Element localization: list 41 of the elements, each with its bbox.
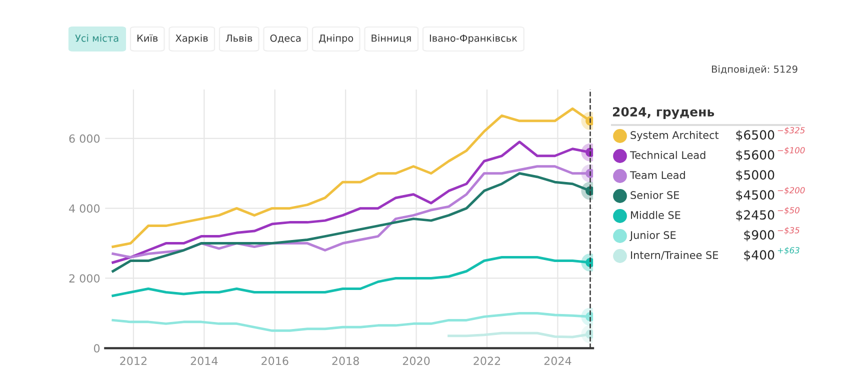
text: $2450 <box>736 210 774 222</box>
text: $5000 <box>736 170 774 182</box>
text: Київ <box>137 34 158 42</box>
x-tick-label: 2024 <box>544 356 572 366</box>
text: +$63 <box>778 246 800 255</box>
text: Вінниця <box>372 34 411 44</box>
x-tick-label: 2022 <box>474 356 500 366</box>
text: −$35 <box>778 226 800 235</box>
text: Усі міста <box>75 34 118 42</box>
text: Відповідей: 5129 <box>712 65 798 74</box>
text: −$325 <box>778 126 805 135</box>
legend-label: Middle SE <box>631 210 680 220</box>
text: $6500 <box>736 130 774 142</box>
y-tick-label: 2 000 <box>69 274 100 283</box>
text: Львів <box>226 34 252 42</box>
text: $5600 <box>736 150 774 162</box>
text: $400 <box>744 250 774 262</box>
y-tick-label: 4 000 <box>69 204 100 213</box>
x-tick-label: 2018 <box>332 356 359 366</box>
legend-label: Team Lead <box>630 170 685 180</box>
legend-title: 2024, грудень <box>612 107 714 120</box>
text: −$50 <box>778 206 800 215</box>
text: −$200 <box>778 186 805 195</box>
legend-label: Senior SE <box>630 190 680 200</box>
legend-label: Technical Lead <box>630 150 706 160</box>
legend-label: Junior SE <box>629 230 676 241</box>
y-tick-label: 6 000 <box>69 134 100 143</box>
text: −$100 <box>778 146 805 155</box>
legend-label: System Architect <box>630 130 719 142</box>
text: Дніпро <box>318 34 354 44</box>
x-tick-label: 2020 <box>402 356 430 366</box>
text: $900 <box>744 230 774 242</box>
x-tick-label: 2012 <box>120 356 146 366</box>
text: Івано-Франківськ <box>430 34 518 44</box>
text: Одеса <box>270 34 301 44</box>
y-tick-label: 0 <box>94 344 100 353</box>
text: Харків <box>176 34 208 44</box>
text: $4500 <box>736 190 774 202</box>
x-tick-label: 2014 <box>190 356 218 366</box>
x-tick-label: 2016 <box>262 356 288 366</box>
legend-label: Intern/Trainee SE <box>631 250 718 260</box>
